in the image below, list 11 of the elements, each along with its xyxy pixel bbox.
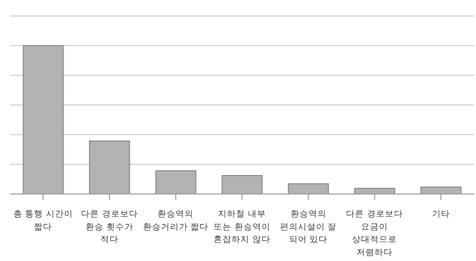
x-tick-label: 기타 — [432, 210, 450, 220]
x-tick-label: 다른 경로보다 환승 횟수가 적다 — [81, 210, 138, 245]
bar — [22, 45, 64, 194]
x-tick-label: 지하철 내부 또는 환승역이 혼잡하지 않다 — [214, 210, 270, 245]
bar — [155, 170, 196, 194]
bar — [89, 140, 130, 194]
x-tick-label: 총 통행 시간이 짧다 — [13, 210, 73, 232]
x-tick-label: 환승역의 환승거리가 짧다 — [142, 210, 209, 232]
x-tick-label: 환승역의 편의시설이 잘 되어 있다 — [280, 210, 337, 245]
x-tick-label: 다른 경로보다 요금이 상대적으로 저렴하다 — [346, 210, 403, 258]
bar — [222, 174, 263, 194]
